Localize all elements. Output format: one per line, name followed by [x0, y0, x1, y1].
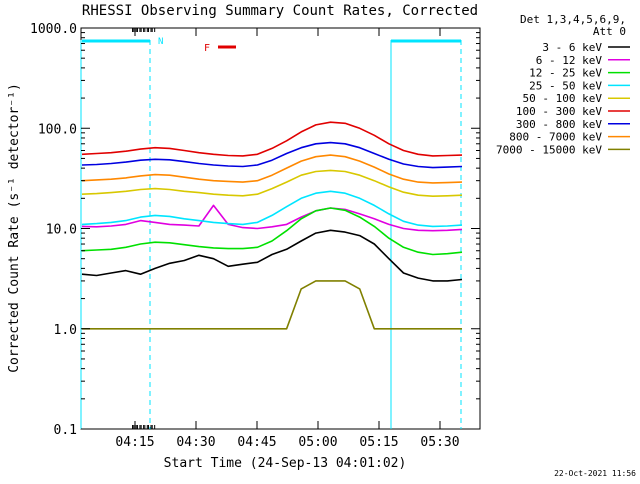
y-tick-label: 0.1: [54, 423, 77, 438]
y-axis: 1000.0 100.0 10.0 1.0 0.1: [30, 22, 480, 438]
series-line: [81, 204, 463, 232]
series-line: [81, 207, 463, 256]
series-line: [81, 121, 463, 157]
x-tick-label: 04:15: [115, 435, 154, 450]
y-tick-label: 100.0: [38, 122, 77, 137]
night-flag-label: N: [158, 37, 163, 47]
y-tick-label: 1.0: [54, 323, 77, 338]
legend-label: 7000 - 15000 keV: [496, 143, 602, 156]
legend-label: 300 - 800 keV: [516, 118, 602, 131]
x-axis-label: Start Time (24-Sep-13 04:01:02): [164, 456, 407, 471]
legend-label: 800 - 7000 keV: [509, 131, 602, 144]
legend-label: 3 - 6 keV: [542, 41, 602, 54]
x-tick-label: 05:15: [359, 435, 398, 450]
series-line: [81, 229, 463, 282]
legend-label: 25 - 50 keV: [529, 79, 602, 92]
y-tick-label: 10.0: [46, 223, 77, 238]
series-line: [81, 141, 463, 169]
x-axis: 04:15 04:30 04:45 05:00 05:15 05:30: [115, 28, 460, 450]
series-line: [81, 169, 463, 197]
series-line: [81, 154, 463, 184]
series-line: [82, 280, 462, 330]
flare-flag-label: F: [204, 43, 210, 54]
detector-info-line2: Att 0: [593, 25, 626, 38]
legend-label: 50 - 100 keV: [523, 92, 603, 105]
flag-markers: NF: [80, 37, 462, 429]
legend-label: 100 - 300 keV: [516, 105, 602, 118]
y-axis-label: Corrected Count Rate (s⁻¹ detector⁻¹): [7, 83, 22, 373]
x-tick-label: 05:00: [298, 435, 337, 450]
legend-label: 12 - 25 keV: [529, 67, 602, 80]
x-tick-label: 04:45: [237, 435, 276, 450]
footer-date: 22-Oct-2021 11:56: [554, 469, 636, 478]
x-tick-label: 05:30: [420, 435, 459, 450]
series-lines: [81, 121, 463, 330]
x-tick-label: 04:30: [176, 435, 215, 450]
chart-title: RHESSI Observing Summary Count Rates, Co…: [82, 3, 478, 19]
y-tick-label: 1000.0: [30, 22, 77, 37]
detector-info-line1: Det 1,3,4,5,6,9,: [520, 13, 626, 26]
legend-label: 6 - 12 keV: [536, 54, 603, 67]
series-line: [81, 190, 463, 228]
